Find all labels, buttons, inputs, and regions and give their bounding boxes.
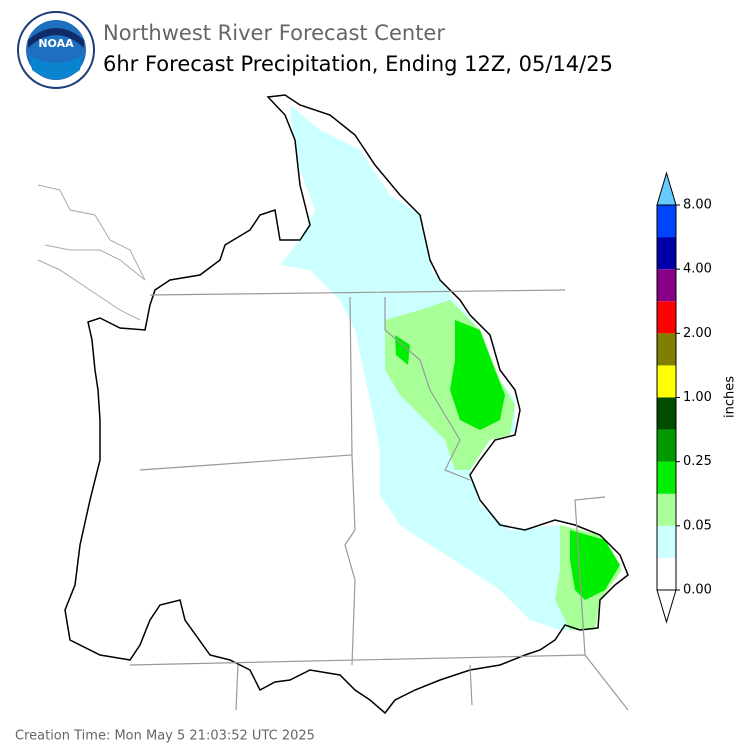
colorbar-segment xyxy=(657,397,676,430)
precip-green-light xyxy=(385,300,622,630)
colorbar-segment xyxy=(657,429,676,462)
colorbar-segment xyxy=(657,461,676,494)
basin-boundary xyxy=(64,94,629,715)
logo-text: NOAA xyxy=(38,37,74,50)
colorbar-tick-label: 1.00 xyxy=(683,390,712,405)
colorbar-segment xyxy=(657,365,676,398)
colorbar-segment xyxy=(657,269,676,302)
coastline xyxy=(37,184,146,321)
colorbar-under xyxy=(656,589,677,624)
state-borders xyxy=(129,289,629,711)
subtitle: 6hr Forecast Precipitation, Ending 12Z, … xyxy=(103,52,613,76)
colorbar-tick-label: 4.00 xyxy=(683,262,712,277)
colorbar-segment xyxy=(657,333,676,366)
footer: Creation Time: Mon May 5 21:03:52 UTC 20… xyxy=(15,729,315,744)
colorbar-segment xyxy=(657,301,676,334)
map xyxy=(37,94,629,715)
colorbar-segment xyxy=(657,205,676,238)
colorbar-tick-label: 2.00 xyxy=(683,326,712,341)
colorbar-over xyxy=(656,171,677,206)
colorbar: 0.00 0.05 0.25 1.00 2.00 4.00 8.00 xyxy=(656,171,712,624)
title: Northwest River Forecast Center xyxy=(103,21,445,45)
colorbar-segment xyxy=(657,493,676,526)
colorbar-tick-label: 0.25 xyxy=(683,454,712,469)
colorbar-segment xyxy=(657,557,676,590)
colorbar-label: inches xyxy=(723,376,738,418)
colorbar-segment xyxy=(657,525,676,558)
colorbar-segment xyxy=(657,237,676,270)
precip-green xyxy=(395,320,620,600)
colorbar-tick-label: 0.00 xyxy=(683,583,712,598)
colorbar-tick-label: 8.00 xyxy=(683,198,712,213)
colorbar-tick-label: 0.05 xyxy=(683,518,712,533)
logo: NOAA xyxy=(17,11,95,89)
